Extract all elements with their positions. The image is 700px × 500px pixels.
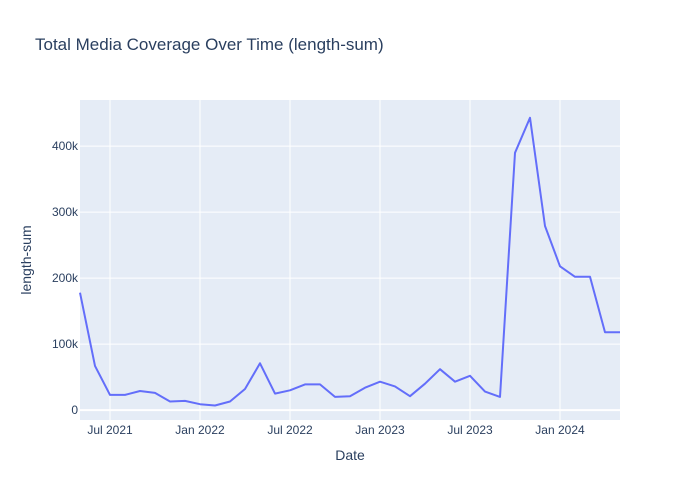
series-layer: [79, 116, 620, 407]
y-tick-label: 0: [71, 403, 78, 417]
chart-title: Total Media Coverage Over Time (length-s…: [35, 35, 384, 54]
y-tick-label: 300k: [52, 205, 79, 219]
x-tick-label: Jul 2022: [267, 423, 313, 437]
x-tick-label: Jul 2023: [447, 423, 493, 437]
y-tick-label: 100k: [52, 337, 79, 351]
x-tick-label: Jan 2024: [535, 423, 585, 437]
x-tick-label: Jan 2022: [175, 423, 225, 437]
x-tick-label: Jul 2021: [87, 423, 133, 437]
tick-labels: Jul 2021 Jan 2022 Jul 2022 Jan 2023 Jul 2023…: [52, 139, 585, 437]
grid-lines: [80, 100, 620, 420]
x-tick-label: Jan 2023: [355, 423, 405, 437]
x-axis-label: Date: [335, 447, 365, 463]
y-tick-label: 400k: [52, 139, 79, 153]
plot-area: [80, 100, 620, 420]
y-tick-label: 200k: [52, 271, 79, 285]
y-axis-label: length-sum: [18, 225, 34, 294]
series-line: [79, 116, 620, 407]
